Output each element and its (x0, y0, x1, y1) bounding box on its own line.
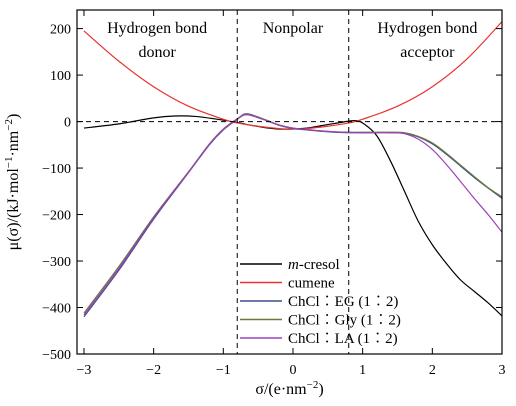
plot-frame (76, 9, 503, 355)
legend-label: m-cresol (288, 257, 340, 273)
x-tick-label: −3 (77, 363, 92, 378)
x-tick-label: −2 (146, 363, 161, 378)
x-tick-label: −1 (216, 363, 231, 378)
series-line-1 (83, 21, 503, 130)
series-line-0 (83, 115, 503, 317)
legend-label: ChCl︰EG (1︰2) (288, 294, 398, 310)
region-labels: Hydrogen bond donor Nonpolar Hydrogen bond a… (107, 20, 477, 61)
x-axis-title: σ/(e·nm−2) (255, 379, 323, 398)
region-label: donor (138, 44, 176, 61)
y-tick-label: −100 (42, 162, 71, 177)
y-tick-label: 200 (50, 23, 71, 38)
y-tick-label: −300 (42, 255, 71, 270)
y-tick-label: 100 (50, 69, 71, 84)
x-tick-label: 0 (289, 363, 296, 378)
series-line-4 (83, 114, 503, 316)
region-label: Nonpolar (263, 20, 324, 37)
x-tick-label: 2 (429, 363, 436, 378)
legend-label: cumene (288, 276, 335, 292)
region-label: Hydrogen bond (377, 20, 477, 37)
region-label: Hydrogen bond (107, 20, 207, 37)
y-axis-title: μ(σ)/(kJ·mol−1·nm−2) (3, 114, 22, 251)
y-tick-label: −500 (42, 348, 71, 363)
legend-label: ChCl︰LA (1︰2) (288, 331, 398, 347)
y-tick-label: −400 (42, 302, 71, 317)
series-layer (83, 21, 503, 318)
guide-layer (77, 10, 502, 354)
ticks-layer: −3 −2 −1 0 1 2 3 200 100 0 −100 −200 −300 −400 −500 (42, 10, 506, 378)
region-label: acceptor (400, 44, 455, 61)
y-tick-label: 0 (64, 116, 71, 131)
x-tick-label: 3 (499, 363, 506, 378)
y-tick-label: −200 (42, 209, 71, 224)
x-tick-label: 1 (359, 363, 366, 378)
legend: m-cresol cumene ChCl︰EG (1︰2) ChCl︰Gly (1︰2… (240, 257, 401, 347)
legend-label: ChCl︰Gly (1︰2) (288, 313, 401, 329)
